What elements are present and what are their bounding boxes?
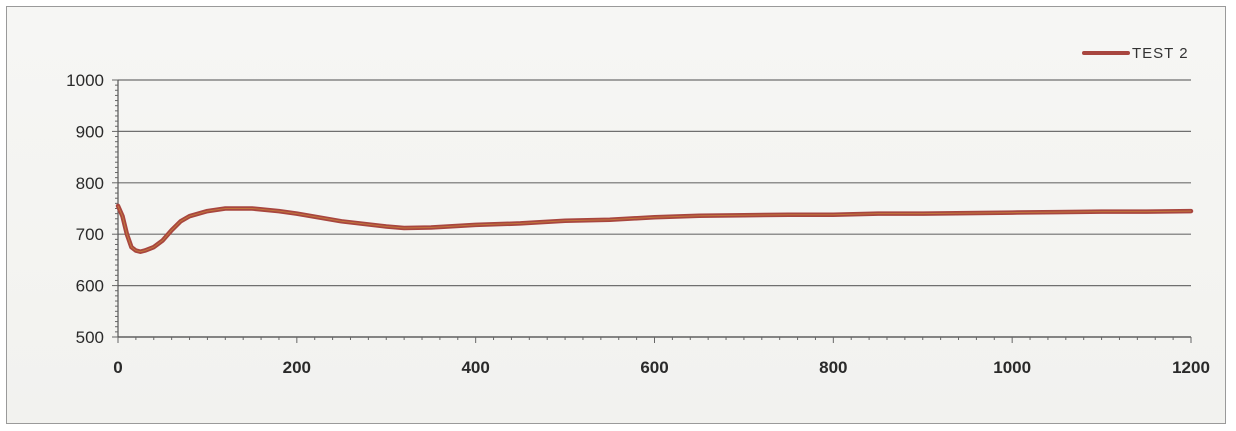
chart-frame bbox=[6, 6, 1226, 424]
y-tick-label: 900 bbox=[76, 122, 104, 141]
y-tick-label: 700 bbox=[76, 225, 104, 244]
x-tick-label: 1200 bbox=[1172, 358, 1210, 377]
axes bbox=[112, 79, 1192, 343]
tick-labels: 500 600 700 800 900 1000 0 200 400 600 800 1000 1200 bbox=[66, 71, 1210, 377]
x-tick-label: 600 bbox=[640, 358, 668, 377]
x-tick-label: 400 bbox=[461, 358, 489, 377]
series-layer bbox=[115, 203, 1194, 254]
legend-label: TEST 2 bbox=[1132, 45, 1189, 62]
y-tick-label: 600 bbox=[76, 277, 104, 296]
y-tick-label: 800 bbox=[76, 174, 104, 193]
x-tick-label: 0 bbox=[113, 358, 122, 377]
series-line-highlight-0 bbox=[117, 205, 1192, 253]
y-tick-label: 1000 bbox=[66, 71, 104, 90]
x-tick-label: 200 bbox=[283, 358, 311, 377]
y-tick-label: 500 bbox=[76, 328, 104, 347]
x-tick-label: 1000 bbox=[993, 358, 1031, 377]
gridlines bbox=[118, 79, 1191, 338]
x-tick-label: 800 bbox=[819, 358, 847, 377]
legend: TEST 2 bbox=[1082, 45, 1189, 62]
